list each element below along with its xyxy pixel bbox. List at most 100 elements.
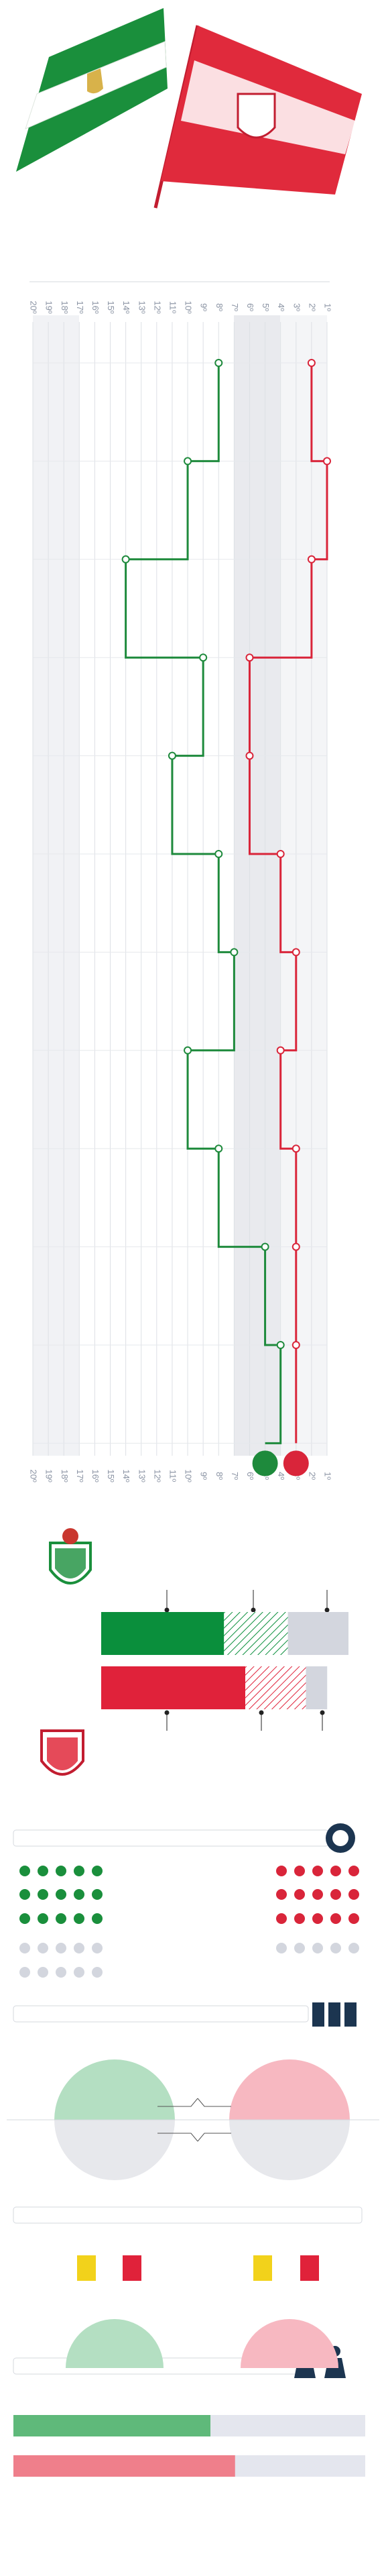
step-segment: [186, 1050, 219, 1150]
x-tick-label: 3º: [292, 303, 302, 311]
bar: [13, 2455, 235, 2477]
waffle-dot-empty: [38, 1967, 48, 1978]
waffle-dot: [38, 1889, 48, 1900]
x-tick-label: 16º: [90, 301, 101, 313]
x-tick-label: 12º: [152, 301, 162, 313]
bar-segment: [224, 1612, 288, 1655]
round-point: [121, 555, 130, 564]
x-tick-label: 2º: [307, 303, 317, 311]
waffle-dot-empty: [74, 1967, 84, 1978]
waffle-dot-empty: [330, 1943, 341, 1953]
x-tick-label: 6º: [245, 1472, 255, 1480]
waffle-dot: [276, 1913, 287, 1924]
waffle-dot: [276, 1866, 287, 1876]
x-tick-label: 11º: [168, 301, 178, 313]
x-tick-label: 4º: [276, 303, 286, 311]
x-tick-label: 6º: [245, 303, 255, 311]
x-tick-label: 17º: [75, 1469, 85, 1482]
waffle-dot: [74, 1913, 84, 1924]
waffle-dot-empty: [348, 1943, 359, 1953]
betis-flag: [16, 8, 168, 172]
step-segment: [311, 461, 328, 561]
bar-markers: [164, 1590, 330, 1731]
waffle-dot: [294, 1889, 305, 1900]
waffle-dot: [92, 1889, 103, 1900]
x-tick-label: 7º: [230, 1472, 240, 1480]
waffle-dot: [312, 1913, 323, 1924]
round-point: [214, 359, 223, 367]
round-point: [184, 457, 192, 466]
round-point: [307, 359, 316, 367]
cards: [66, 2255, 338, 2368]
round-point: [323, 457, 331, 466]
waffle-dot: [56, 1913, 66, 1924]
sevilla-flag: [153, 25, 362, 209]
step-segment: [217, 854, 235, 953]
step-segment: [125, 559, 204, 659]
x-tick-label: 12º: [152, 1469, 162, 1482]
waffle-dot: [92, 1913, 103, 1924]
x-tick-label: 20º: [29, 1469, 39, 1482]
x-tick-label: 13º: [137, 1469, 147, 1482]
europe-band: [234, 315, 280, 1456]
waffle-dot: [348, 1889, 359, 1900]
waffle-dot: [38, 1913, 48, 1924]
x-tick-label: 15º: [106, 1469, 116, 1482]
step-segment: [264, 1246, 281, 1346]
betis-crest: [49, 1528, 92, 1585]
bar-segment: [245, 1666, 306, 1709]
x-tick-label: 14º: [121, 1469, 131, 1482]
waffle-dot: [56, 1866, 66, 1876]
x-tick-label: 4º: [276, 1472, 286, 1480]
waffle-dot: [348, 1866, 359, 1876]
round-point: [292, 1242, 300, 1251]
step-segment: [217, 1148, 265, 1248]
waffle-dot: [74, 1889, 84, 1900]
round-point: [261, 1242, 269, 1251]
waffle-dot: [348, 1913, 359, 1924]
waffle-dot-empty: [38, 1943, 48, 1953]
round-point: [214, 1144, 223, 1153]
waffle-dot-empty: [92, 1967, 103, 1978]
x-tick-label: 15º: [106, 301, 116, 313]
team-icon: [312, 2002, 357, 2027]
waffle-dot: [19, 1913, 30, 1924]
waffle-dot: [276, 1889, 287, 1900]
bar-segment: [287, 1612, 348, 1655]
waffle-dot-empty: [56, 1943, 66, 1953]
waffle-dot-empty: [92, 1943, 103, 1953]
x-tick-label: 17º: [75, 301, 85, 313]
x-tick-label: 5º: [261, 303, 271, 311]
round-point: [276, 1046, 285, 1055]
bar-segment: [101, 1666, 246, 1709]
waffle-dot: [312, 1866, 323, 1876]
waffle-dot: [330, 1913, 341, 1924]
round-point: [184, 1046, 192, 1055]
round-point: [168, 751, 176, 760]
waffle-dot: [330, 1866, 341, 1876]
waffle-dot-empty: [276, 1943, 287, 1953]
x-tick-label: 13º: [137, 301, 147, 313]
x-tick-label: 9º: [199, 1472, 209, 1480]
round-point: [245, 751, 254, 760]
waffle-dot: [294, 1913, 305, 1924]
waffle-dot: [92, 1866, 103, 1876]
waffle-dot: [56, 1889, 66, 1900]
waffle-dot-empty: [74, 1943, 84, 1953]
x-tick-label: 2º: [307, 1472, 317, 1480]
waffle-dot: [74, 1866, 84, 1876]
relegation-band: [33, 315, 79, 1456]
waffle-dot-empty: [294, 1943, 305, 1953]
round-point: [307, 555, 316, 564]
current-position: [283, 1450, 309, 1477]
x-tick-label: 1º: [323, 1472, 333, 1480]
bar-segment: [306, 1666, 328, 1709]
x-tick-label: 16º: [90, 1469, 101, 1482]
step-segment: [265, 1345, 282, 1444]
x-tick-label: 7º: [230, 303, 240, 311]
step-segment: [279, 854, 296, 953]
x-tick-label: 10º: [184, 301, 194, 313]
step-segment: [125, 461, 189, 561]
x-tick-label: 8º: [214, 1472, 224, 1480]
